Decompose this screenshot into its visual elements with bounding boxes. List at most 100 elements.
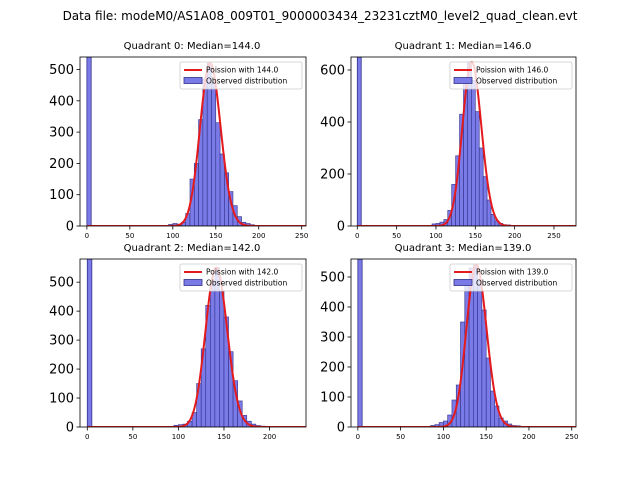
y-tick-label-3: 600 [320,64,345,79]
poisson-curve-line [357,264,576,427]
y-tick-label-4: 400 [320,301,345,316]
y-tick-label-4: 400 [49,305,74,320]
zero-bin-bar [356,57,362,226]
y-tick-label-2: 400 [320,116,345,131]
legend-bar-label: Observed distribution [476,279,557,288]
figure-suptitle: Data file: modeM0/AS1A08_009T01_90000034… [63,9,578,23]
x-tick-label-4: 200 [252,232,265,240]
y-tick-label-5: 500 [320,271,345,286]
quadrant-3-panel: Quadrant 3: Median=139.0 0 100 200 300 400 50… [320,243,578,441]
legend-bar-swatch [183,77,203,84]
y-tick-label-4: 400 [49,94,74,109]
y-tick-label-3: 300 [320,331,345,346]
legend-line-label: Poission with 146.0 [476,66,549,75]
histogram-bar-11 [477,279,483,427]
x-tick-label-0: 0 [356,433,360,441]
y-tick-label-2: 200 [320,361,345,376]
legend-bar-label: Observed distribution [206,77,287,86]
x-tick-label-1: 50 [128,433,137,441]
quadrant-0-title: Quadrant 0: Median=144.0 [124,41,261,52]
axes-frame [79,56,307,227]
legend-bar-label: Observed distribution [476,77,557,86]
legend: Poission with 139.0 Observed distribution [449,263,573,292]
histogram-bar-12 [219,153,225,226]
y-tick-label-1: 100 [320,391,345,406]
x-tick-label-0: 0 [85,433,89,441]
x-tick-label-0: 0 [355,232,359,240]
histogram-bar-9 [214,267,220,427]
histogram-bar-10 [219,290,225,427]
quadrant-2-title: Quadrant 2: Median=142.0 [124,243,261,254]
x-tick-label-4: 200 [508,232,521,240]
quadrant-3-title: Quadrant 3: Median=139.0 [395,243,532,254]
legend-line-label: Poission with 142.0 [206,268,279,277]
y-tick-label-1: 100 [49,392,74,407]
legend: Poission with 146.0 Observed distribution [449,61,573,90]
zero-bin-bar [86,259,93,427]
x-tick-label-1: 50 [396,433,405,441]
legend: Poission with 142.0 Observed distribution [179,263,303,292]
histogram-bar-13 [485,357,491,427]
poisson-curve-line [86,62,306,226]
y-tick-label-5: 500 [49,63,74,78]
y-tick-label-2: 200 [49,363,74,378]
quadrant-0-panel: Quadrant 0: Median=144.0 0 100 200 300 400 50… [49,41,308,240]
histogram-bar-14 [486,199,492,226]
y-tick-label-0: 0 [66,421,74,436]
x-tick-label-1: 50 [125,232,134,240]
y-tick-label-3: 300 [49,126,74,141]
y-tick-label-0: 0 [66,220,74,235]
legend-box [179,61,303,90]
quadrant-2-panel: Quadrant 2: Median=142.0 0 100 200 300 400 50… [49,243,307,441]
x-tick-label-3: 150 [209,232,222,240]
plot-area [357,259,576,427]
x-tick-label-2: 100 [172,433,185,441]
y-tick-label-2: 200 [49,157,74,172]
quadrant-1-title: Quadrant 1: Median=146.0 [395,41,532,52]
legend-bar-swatch [453,279,473,286]
y-tick-label-5: 500 [49,276,74,291]
legend-line-label: Poission with 144.0 [206,66,279,75]
x-tick-label-2: 100 [437,433,450,441]
histogram-bar-11 [215,122,221,226]
x-tick-label-2: 100 [429,232,442,240]
x-tick-label-5: 250 [547,232,560,240]
y-tick-label-0: 0 [337,421,345,436]
histogram-bar-15 [490,214,496,226]
axes-frame [350,258,577,428]
poisson-curve-line [87,266,306,427]
y-tick-label-3: 300 [49,334,74,349]
axes-frame [79,258,307,428]
x-tick-label-0: 0 [85,232,89,240]
histogram-bar-10 [471,80,476,226]
y-tick-label-1: 200 [320,168,345,183]
x-tick-label-3: 150 [469,232,482,240]
legend-box [179,263,303,292]
histogram-bar-13 [482,176,488,226]
x-tick-label-1: 50 [392,232,401,240]
x-tick-label-2: 100 [166,232,179,240]
legend-box [449,61,573,90]
legend-bar-swatch [183,279,203,286]
y-tick-label-1: 100 [49,188,74,203]
histogram-bar-8 [210,281,216,427]
axes-frame [350,56,577,227]
legend-bar-swatch [453,77,473,84]
quadrant-1-panel: Quadrant 1: Median=146.0 0 200 400 600 0 50 10… [320,41,577,240]
legend-line-label: Poission with 139.0 [476,268,549,277]
y-tick-label-0: 0 [337,220,345,235]
legend-bar-label: Observed distribution [206,279,287,288]
zero-bin-bar [357,259,363,427]
legend: Poission with 144.0 Observed distribution [179,61,303,90]
legend-box [449,263,573,292]
x-tick-label-4: 200 [522,433,535,441]
histogram-bar-11 [475,111,480,226]
histogram-bar-10 [211,81,217,226]
x-tick-label-3: 150 [479,433,492,441]
x-tick-label-3: 150 [217,433,230,441]
histogram-bar-12 [478,147,484,226]
x-tick-label-4: 200 [263,433,276,441]
x-tick-label-5: 250 [565,433,578,441]
histogram-bar-14 [490,390,496,427]
